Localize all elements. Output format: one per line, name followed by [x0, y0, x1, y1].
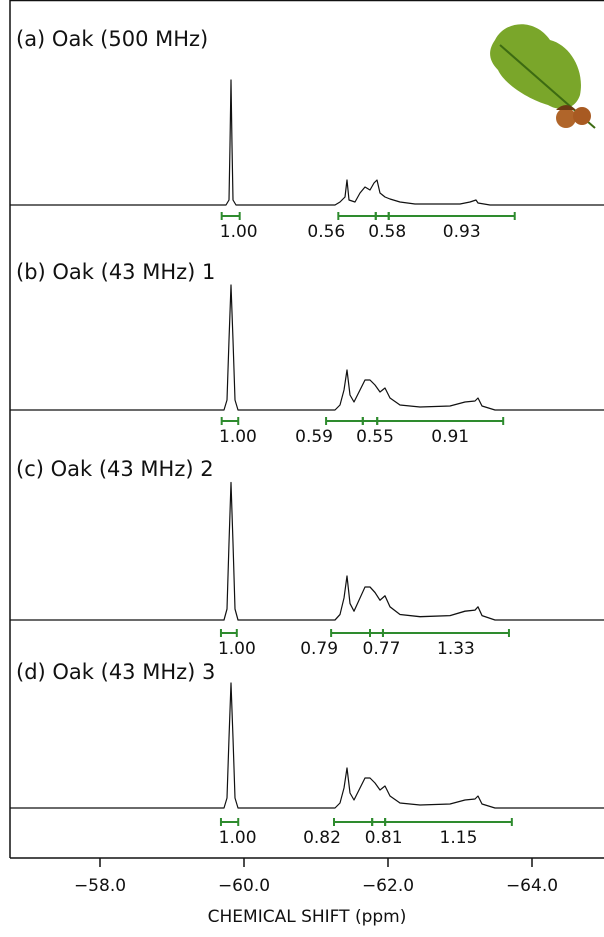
- panel-title: (d) Oak (43 MHz) 3: [16, 660, 215, 684]
- integral-label: 1.15: [440, 828, 478, 848]
- integral-label: 1.33: [437, 639, 475, 659]
- integral-label: 0.81: [365, 828, 403, 848]
- integral-label: 1.00: [220, 222, 258, 242]
- panel-title: (a) Oak (500 MHz): [16, 27, 208, 51]
- integral-label: 0.59: [295, 427, 333, 447]
- x-tick-label: −64.0: [506, 876, 558, 896]
- integral-label: 1.00: [219, 828, 257, 848]
- oak-leaf-icon: [490, 24, 596, 129]
- integral-label: 0.93: [443, 222, 481, 242]
- integral-label: 1.00: [218, 639, 256, 659]
- integral-label: 1.00: [219, 427, 257, 447]
- x-tick-label: −58.0: [74, 876, 126, 896]
- integral-label: 0.56: [307, 222, 345, 242]
- integral-label: 0.58: [368, 222, 406, 242]
- spectrum: [9, 481, 604, 621]
- x-tick-label: −60.0: [218, 876, 270, 896]
- integral-label: 0.79: [300, 639, 338, 659]
- integral-label: 0.77: [363, 639, 401, 659]
- spectrum: [9, 682, 604, 809]
- spectrum: [9, 79, 604, 206]
- x-tick-label: −62.0: [362, 876, 414, 896]
- integral-label: 0.91: [431, 427, 469, 447]
- integral-label: 0.55: [356, 427, 394, 447]
- spectrum: [9, 284, 604, 411]
- integral-label: 0.82: [303, 828, 341, 848]
- panel-title: (c) Oak (43 MHz) 2: [16, 457, 214, 481]
- x-axis-title: CHEMICAL SHIFT (ppm): [208, 907, 407, 927]
- panel-title: (b) Oak (43 MHz) 1: [16, 260, 215, 284]
